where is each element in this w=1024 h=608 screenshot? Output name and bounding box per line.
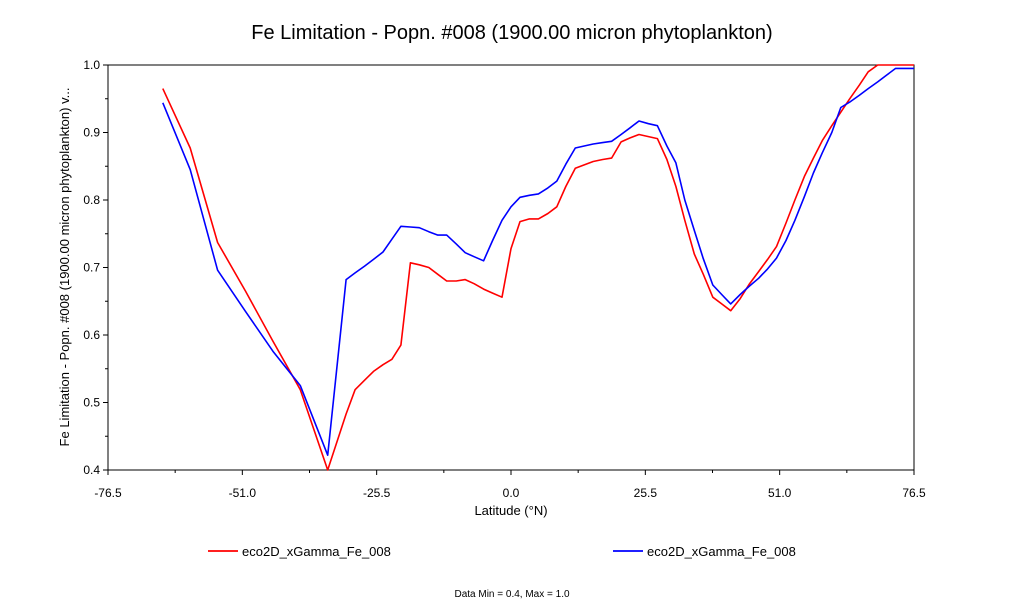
legend-item-1: eco2D_xGamma_Fe_008 <box>208 544 391 559</box>
y-axis-label: Fe Limitation - Popn. #008 (1900.00 micr… <box>57 88 72 447</box>
legend: eco2D_xGamma_Fe_008 eco2D_xGamma_Fe_008 <box>208 544 796 559</box>
series-layer <box>162 64 914 471</box>
series-line-2 <box>162 67 914 457</box>
x-tick-label: 25.5 <box>634 486 658 500</box>
x-tick-label: 51.0 <box>768 486 792 500</box>
legend-label: eco2D_xGamma_Fe_008 <box>647 544 796 559</box>
y-tick-label: 0.4 <box>83 463 100 477</box>
y-axis: 0.4 0.5 0.6 0.7 0.8 0.9 1.0 <box>83 58 108 477</box>
y-tick-label: 0.7 <box>83 261 100 275</box>
y-tick-label: 0.5 <box>83 396 100 410</box>
x-axis: -76.5 -51.0 -25.5 0.0 25.5 51.0 76.5 <box>94 470 926 500</box>
x-tick-label: -76.5 <box>94 486 122 500</box>
data-range-footnote: Data Min = 0.4, Max = 1.0 <box>454 589 569 600</box>
x-axis-label: Latitude (°N) <box>474 503 547 518</box>
series-line-1 <box>162 64 914 471</box>
y-tick-label: 0.9 <box>83 126 100 140</box>
y-tick-label: 1.0 <box>83 58 100 72</box>
y-tick-label: 0.6 <box>83 328 100 342</box>
x-tick-label: -25.5 <box>363 486 391 500</box>
x-tick-label: 76.5 <box>902 486 926 500</box>
plot-area-frame <box>107 64 915 471</box>
x-tick-label: 0.0 <box>503 486 520 500</box>
legend-item-2: eco2D_xGamma_Fe_008 <box>613 544 796 559</box>
y-tick-label: 0.8 <box>83 193 100 207</box>
legend-label: eco2D_xGamma_Fe_008 <box>242 544 391 559</box>
x-tick-label: -51.0 <box>229 486 257 500</box>
chart-title: Fe Limitation - Popn. #008 (1900.00 micr… <box>251 22 772 44</box>
